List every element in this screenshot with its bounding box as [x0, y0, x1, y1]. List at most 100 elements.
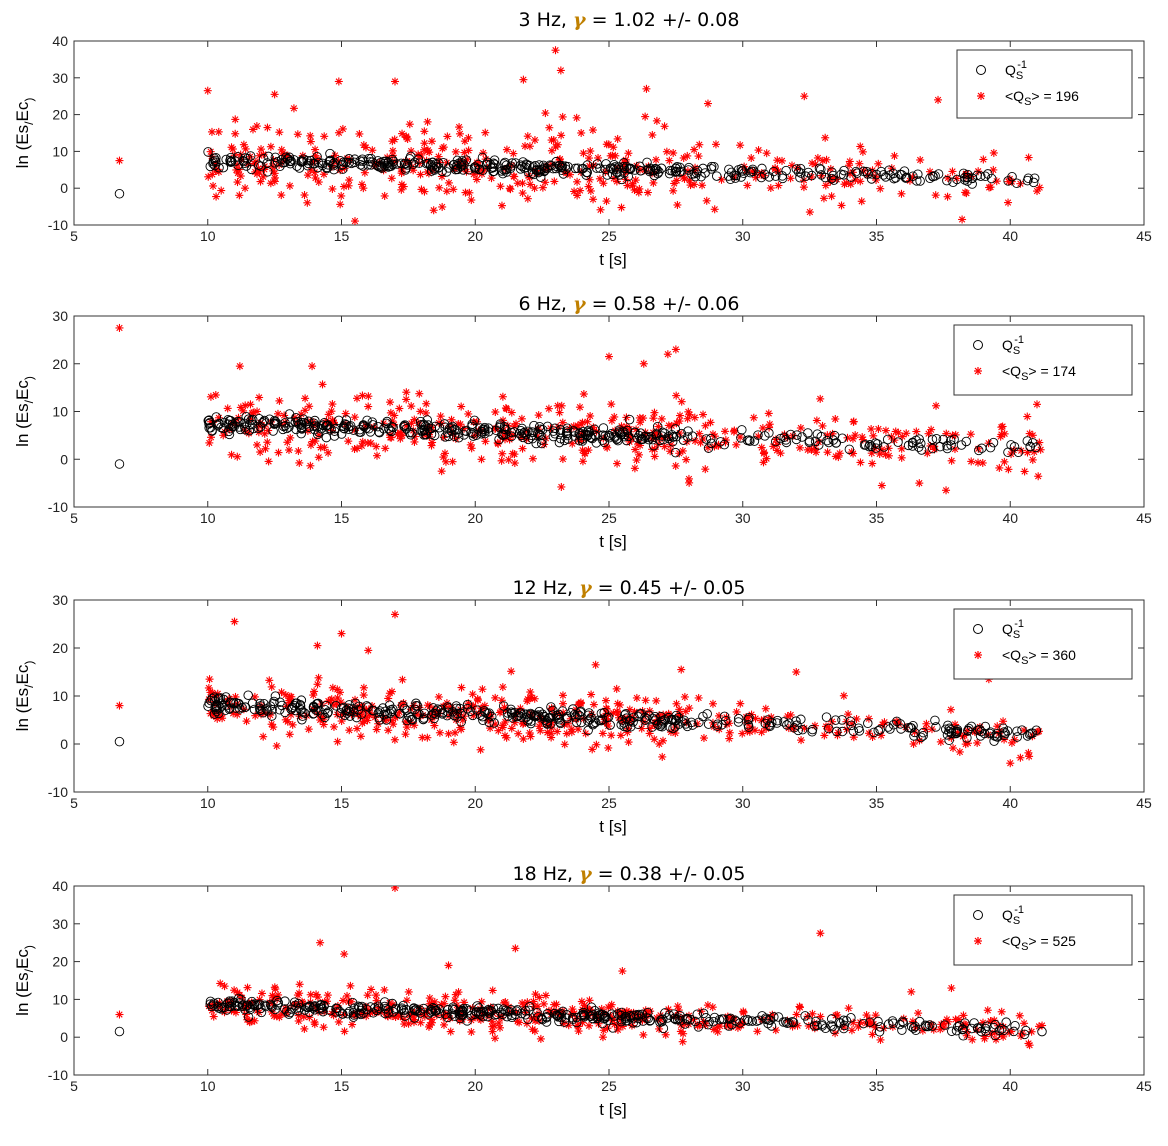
- circle-marker: [480, 428, 490, 439]
- x-tick-label: 15: [334, 228, 350, 244]
- asterisk-marker: [954, 1015, 963, 1024]
- circle-marker: [974, 445, 984, 456]
- circle-marker: [376, 162, 386, 172]
- asterisk-marker: [1034, 472, 1043, 481]
- asterisk-marker: [491, 693, 500, 702]
- circle-marker: [555, 427, 566, 438]
- asterisk-marker: [639, 359, 648, 368]
- circle-marker: [669, 714, 679, 725]
- asterisk-marker: [437, 467, 446, 476]
- circle-marker: [568, 426, 579, 436]
- asterisk-marker: [702, 196, 711, 205]
- asterisk-marker: [792, 1010, 801, 1019]
- asterisk-marker: [401, 730, 410, 739]
- asterisk-marker: [368, 146, 377, 155]
- circle-marker: [474, 164, 484, 175]
- asterisk-marker: [498, 449, 507, 458]
- asterisk-marker: [605, 352, 613, 361]
- circle-marker: [114, 188, 125, 199]
- circle-marker: [876, 166, 887, 177]
- asterisk-marker: [927, 425, 936, 434]
- asterisk-marker: [678, 1037, 687, 1046]
- asterisk-marker: [407, 402, 416, 411]
- circle-marker: [736, 433, 746, 443]
- asterisk-marker: [390, 735, 399, 744]
- circle-marker: [827, 1014, 837, 1024]
- circle-marker: [792, 430, 802, 440]
- circle-marker: [1009, 1026, 1019, 1037]
- circle-marker: [429, 713, 440, 724]
- circle-marker: [980, 721, 991, 732]
- asterisk-marker: [457, 402, 466, 411]
- circle-marker: [203, 147, 213, 157]
- circle-marker: [539, 166, 549, 177]
- asterisk-marker: [757, 728, 766, 737]
- asterisk-marker: [966, 430, 975, 439]
- x-tick-label: 40: [1002, 510, 1018, 526]
- asterisk-marker: [680, 692, 689, 701]
- circle-marker: [548, 710, 558, 720]
- circle-marker: [988, 437, 999, 448]
- asterisk-marker: [673, 1002, 682, 1011]
- circle-marker: [462, 699, 473, 710]
- circle-marker: [475, 710, 486, 721]
- data-points: [114, 610, 1043, 768]
- circle-marker: [488, 162, 499, 173]
- asterisk-marker: [491, 1034, 500, 1043]
- asterisk-marker: [1010, 735, 1019, 744]
- asterisk-marker: [683, 151, 692, 160]
- circle-marker: [604, 430, 615, 441]
- asterisk-marker: [915, 479, 924, 488]
- circle-marker: [114, 736, 125, 747]
- asterisk-marker: [327, 407, 336, 416]
- asterisk-marker: [246, 400, 255, 409]
- circle-marker: [882, 434, 893, 445]
- asterisk-marker: [544, 1006, 553, 1015]
- asterisk-marker: [305, 402, 314, 411]
- circle-marker: [597, 1018, 608, 1029]
- circle-marker: [447, 421, 458, 432]
- asterisk-marker: [402, 395, 411, 404]
- circle-marker: [1007, 171, 1017, 182]
- asterisk-marker: [874, 424, 883, 433]
- circle-marker: [411, 698, 421, 709]
- circle-marker: [730, 1015, 740, 1025]
- asterisk-marker: [320, 132, 329, 141]
- circle-marker: [1010, 1021, 1020, 1031]
- circle-marker: [630, 165, 640, 175]
- circle-marker: [660, 1008, 670, 1018]
- x-axis-label: t [s]: [599, 1100, 626, 1119]
- asterisk-marker: [434, 152, 443, 161]
- asterisk-marker: [314, 673, 323, 682]
- circle-marker: [719, 439, 730, 450]
- circle-marker: [642, 714, 652, 724]
- circle-marker: [275, 697, 285, 708]
- circle-marker: [428, 703, 439, 713]
- circle-marker: [316, 1003, 326, 1013]
- circle-marker: [269, 419, 280, 430]
- circle-marker: [657, 431, 667, 441]
- circle-marker: [431, 1005, 442, 1016]
- asterisk-marker: [223, 404, 232, 413]
- circle-marker: [520, 1006, 531, 1016]
- x-axis-label: t [s]: [599, 250, 626, 269]
- asterisk-marker: [488, 986, 497, 995]
- circle-marker: [888, 720, 899, 730]
- y-tick-label: -10: [48, 784, 68, 800]
- asterisk-marker: [986, 183, 995, 192]
- circle-marker: [285, 156, 295, 167]
- y-axis-label: ln (Es/Ec): [13, 98, 36, 169]
- y-tick-label: 0: [60, 451, 68, 467]
- asterisk-marker: [796, 423, 805, 432]
- asterisk-marker: [663, 350, 672, 359]
- asterisk-marker: [397, 167, 406, 176]
- circle-marker: [325, 148, 335, 159]
- asterisk-marker: [650, 408, 659, 417]
- circle-marker: [913, 169, 923, 179]
- circle-marker: [837, 715, 847, 725]
- circle-marker: [374, 427, 385, 438]
- circle-marker: [570, 163, 581, 174]
- circle-marker: [499, 165, 509, 175]
- asterisk-marker: [348, 1020, 357, 1029]
- asterisk-marker: [451, 147, 460, 156]
